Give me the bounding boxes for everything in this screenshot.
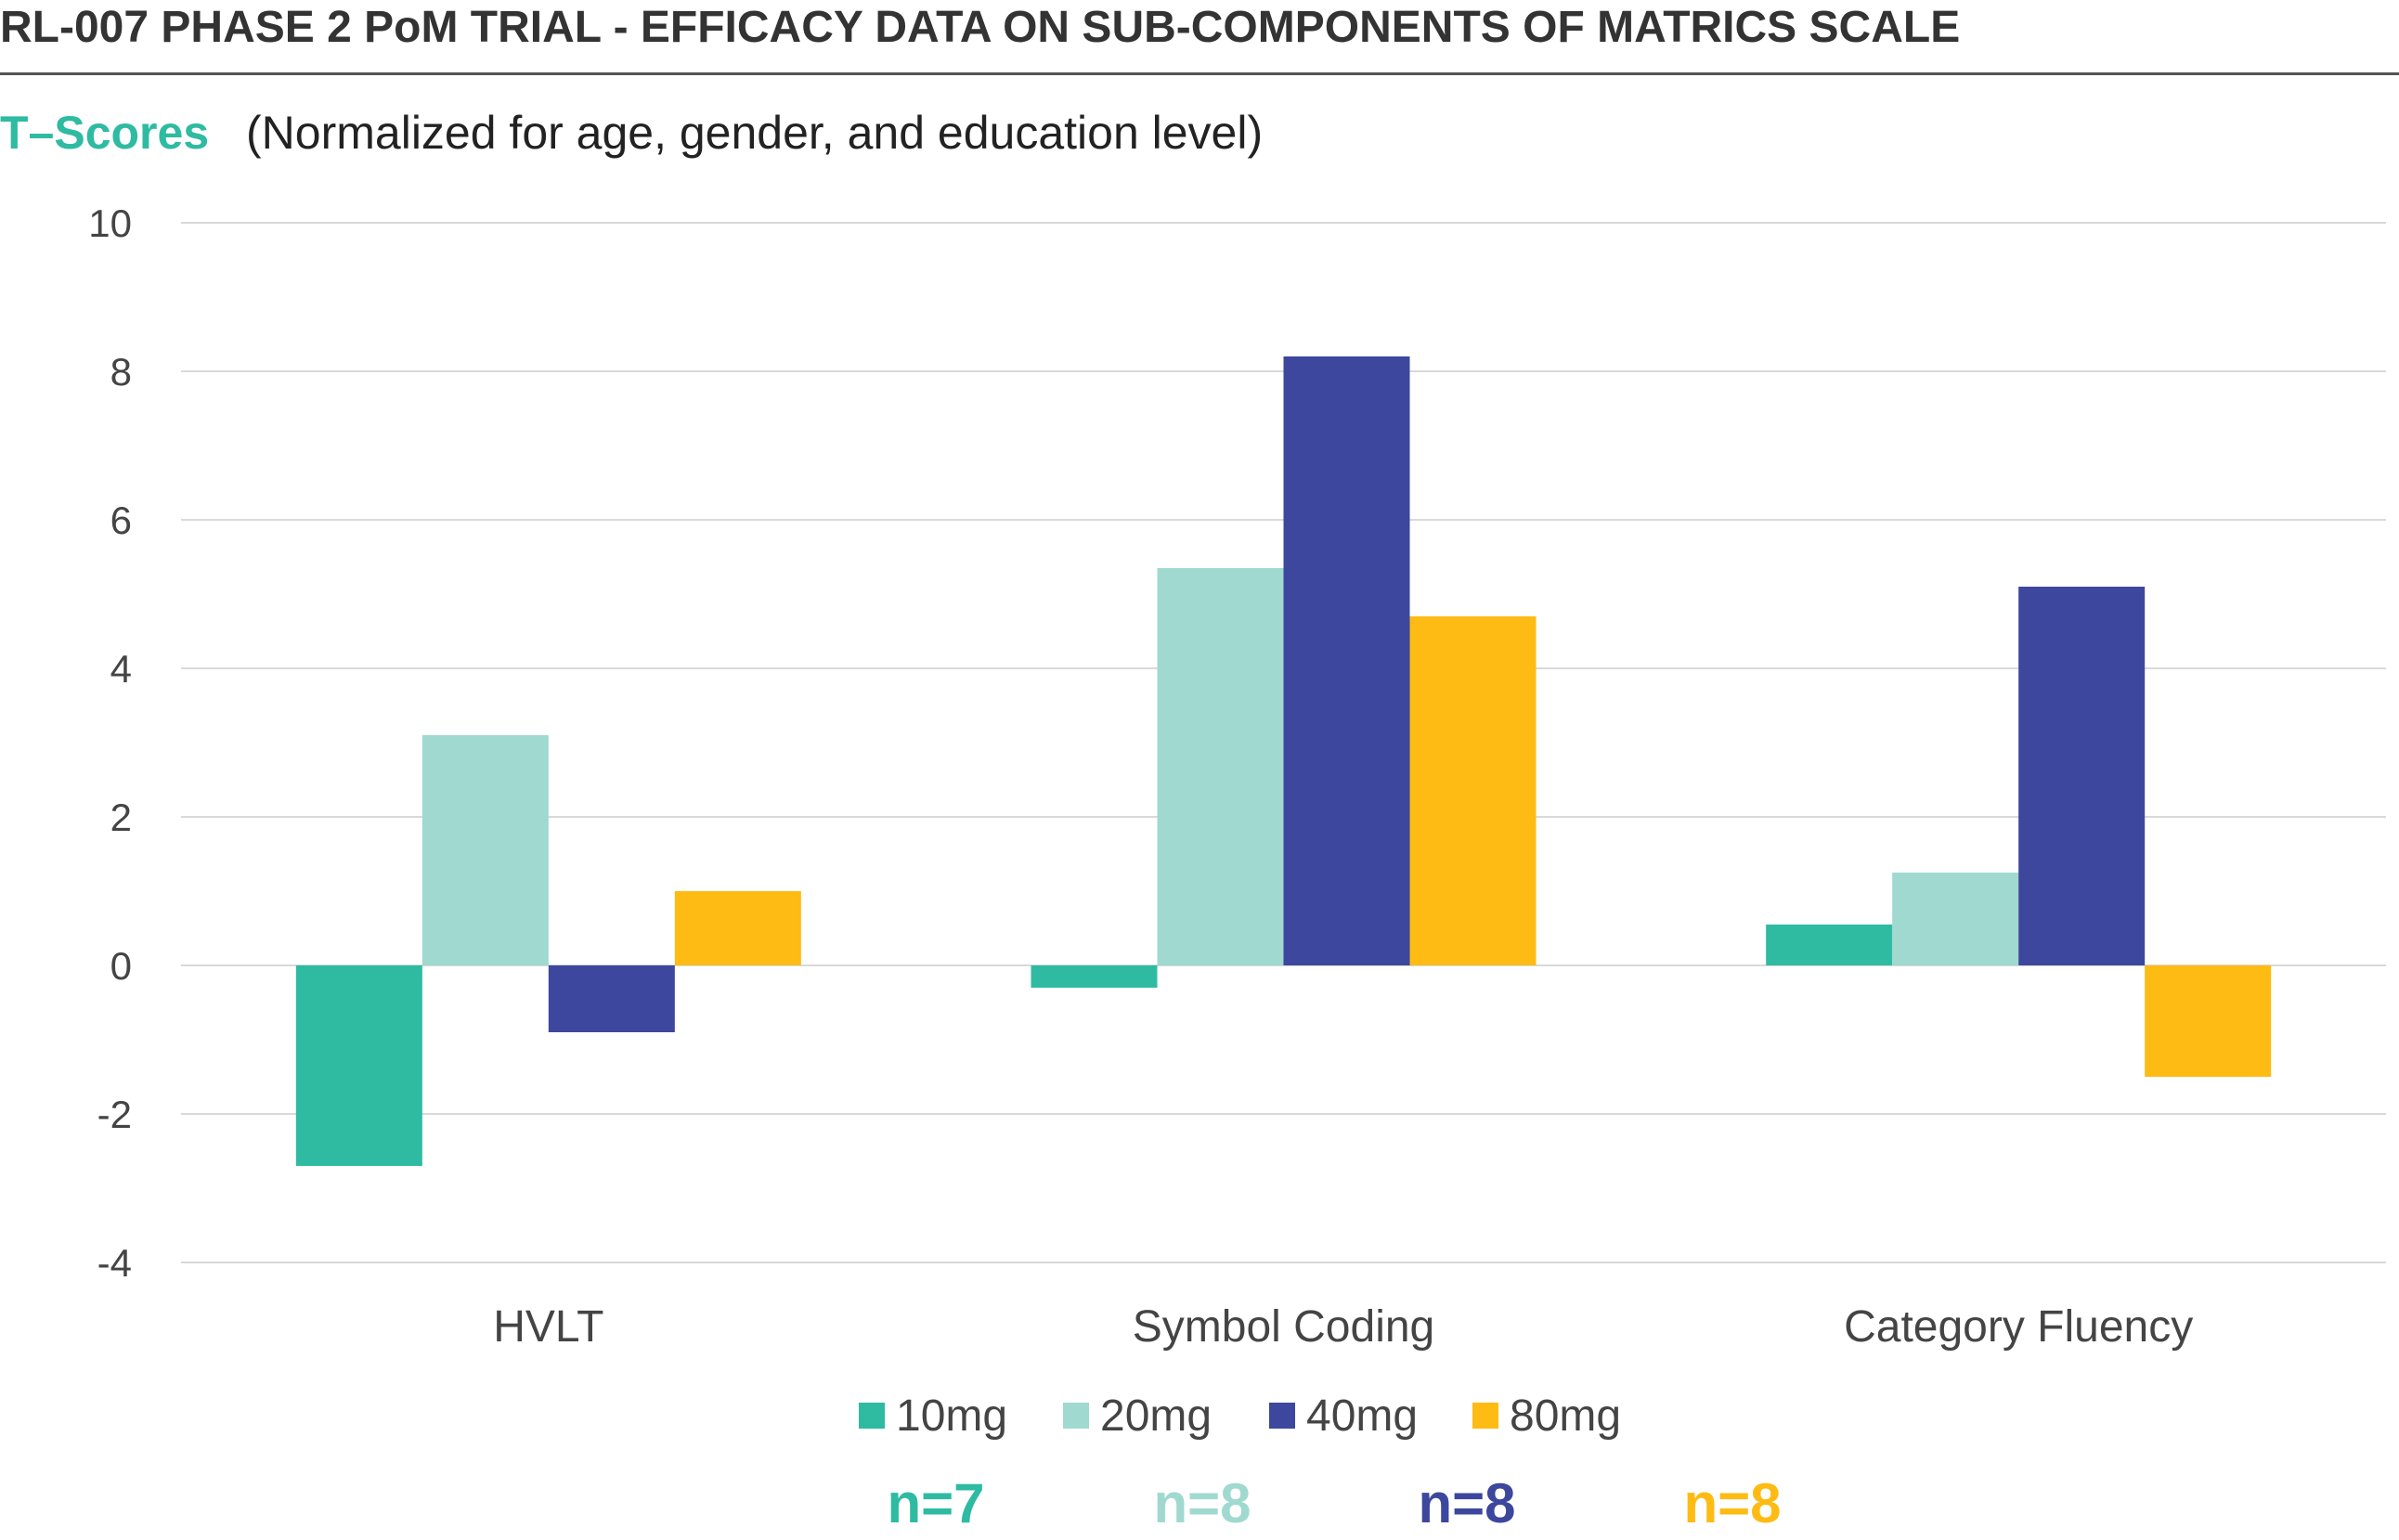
sample-size-label: n=8 xyxy=(1153,1472,1251,1534)
legend-swatch xyxy=(1269,1403,1295,1429)
chart-subtitle: T–Scores (Normalized for age, gender, an… xyxy=(0,100,1263,165)
sample-size-label: n=8 xyxy=(1418,1472,1516,1534)
bar-40mg-symbol-coding xyxy=(1283,356,1410,965)
sample-size-label: n=7 xyxy=(887,1472,985,1534)
bar-10mg-symbol-coding xyxy=(1031,965,1158,988)
legend-label: 40mg xyxy=(1306,1391,1419,1441)
legend-swatch xyxy=(1472,1403,1498,1429)
legend-item-80mg: 80mg xyxy=(1472,1383,1621,1448)
bar-20mg-category-fluency xyxy=(1892,873,2019,965)
y-tick-label: 6 xyxy=(110,498,132,542)
normalization-note: (Normalized for age, gender, and educati… xyxy=(246,107,1264,159)
bar-20mg-symbol-coding xyxy=(1157,568,1284,965)
metric-label: T–Scores xyxy=(0,107,210,159)
legend-item-20mg: 20mg xyxy=(1063,1383,1212,1448)
y-tick-label: 0 xyxy=(110,944,132,988)
bar-80mg-symbol-coding xyxy=(1409,616,1537,965)
y-tick-label: -4 xyxy=(97,1241,132,1285)
sample-size-row: n=7 n=8 n=8 n=8 xyxy=(0,1471,2399,1536)
bar-40mg-category-fluency xyxy=(2018,587,2146,965)
bar-20mg-hvlt xyxy=(421,735,549,965)
title-divider xyxy=(0,72,2399,75)
y-tick-label: -2 xyxy=(97,1093,132,1136)
legend-label: 80mg xyxy=(1510,1391,1622,1441)
legend-item-40mg: 40mg xyxy=(1269,1383,1418,1448)
page-title: RL-007 PHASE 2 PoM TRIAL - EFFICACY DATA… xyxy=(0,3,1961,52)
y-tick-label: 4 xyxy=(110,647,132,691)
legend-swatch xyxy=(859,1403,885,1429)
category-label: HVLT xyxy=(493,1302,603,1352)
legend: 10mg 20mg 40mg 80mg xyxy=(0,1383,2399,1448)
y-axis-ticks: 10 8 6 4 2 0 -2 -4 xyxy=(88,201,132,1285)
sample-size-label: n=8 xyxy=(1683,1472,1782,1534)
bar-40mg-hvlt xyxy=(548,965,675,1032)
legend-label: 20mg xyxy=(1100,1391,1212,1441)
y-tick-label: 10 xyxy=(88,201,132,245)
x-axis-categories: HVLT Symbol Coding Category Fluency xyxy=(493,1302,2193,1352)
y-tick-label: 2 xyxy=(110,796,132,839)
bar-80mg-hvlt xyxy=(674,891,801,965)
y-tick-label: 8 xyxy=(110,350,132,394)
bar-80mg-category-fluency xyxy=(2145,965,2272,1077)
category-label: Symbol Coding xyxy=(1133,1302,1435,1352)
bar-10mg-category-fluency xyxy=(1766,925,1893,965)
legend-item-10mg: 10mg xyxy=(859,1383,1007,1448)
legend-label: 10mg xyxy=(896,1391,1008,1441)
legend-swatch xyxy=(1063,1403,1089,1429)
bars xyxy=(295,356,2272,1166)
bar-10mg-hvlt xyxy=(295,965,422,1166)
category-label: Category Fluency xyxy=(1844,1302,2193,1352)
